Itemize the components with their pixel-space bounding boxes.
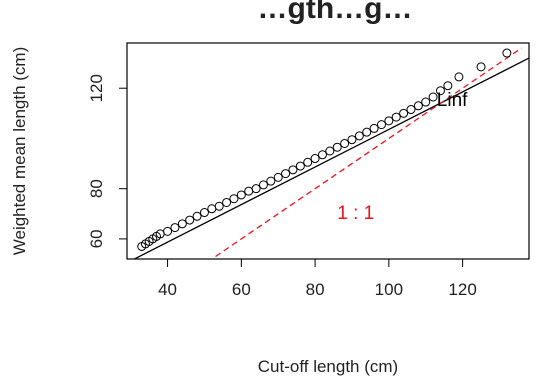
data-point xyxy=(199,208,209,218)
data-point xyxy=(384,116,394,126)
data-point xyxy=(273,172,283,182)
data-point xyxy=(185,215,195,225)
data-point xyxy=(399,108,409,118)
data-point xyxy=(295,161,305,171)
data-point xyxy=(340,138,350,148)
x-tick-label: 120 xyxy=(448,280,476,299)
data-point xyxy=(288,165,298,175)
data-point xyxy=(476,62,486,72)
y-axis-title: Weighted mean length (cm) xyxy=(10,47,29,256)
data-point xyxy=(258,180,268,190)
data-point xyxy=(435,86,445,96)
linf-line xyxy=(132,57,529,259)
x-tick-label: 80 xyxy=(306,280,325,299)
reference-lines xyxy=(132,47,529,259)
data-point xyxy=(303,157,313,167)
data-point xyxy=(177,219,187,229)
data-points xyxy=(137,48,512,251)
data-point xyxy=(406,105,416,115)
plot-frame xyxy=(126,42,530,260)
one-to-one-label: 1 : 1 xyxy=(337,203,374,224)
x-axis: 40 60 80 100 120 xyxy=(158,259,477,299)
data-point xyxy=(170,223,180,233)
data-point xyxy=(413,101,423,111)
data-point xyxy=(229,194,239,204)
data-point xyxy=(443,81,453,91)
data-point xyxy=(214,201,224,211)
linf-label: Linf xyxy=(437,90,468,111)
data-point xyxy=(369,123,379,133)
data-point xyxy=(354,131,364,141)
x-tick-label: 60 xyxy=(232,280,251,299)
data-point xyxy=(428,92,438,102)
data-point xyxy=(325,146,335,156)
x-axis-title: Cut-off length (cm) xyxy=(258,357,398,376)
plot-title: …gth…g… xyxy=(258,0,413,25)
y-tick-label: 60 xyxy=(87,229,106,248)
data-point xyxy=(502,48,512,58)
y-axis: 60 80 120 xyxy=(87,74,127,248)
data-point xyxy=(244,186,254,196)
annotations: Linf 1 : 1 xyxy=(337,90,468,224)
data-point xyxy=(236,190,246,200)
data-point xyxy=(454,72,464,82)
data-point xyxy=(347,135,357,145)
data-point xyxy=(376,120,386,130)
data-point xyxy=(222,197,232,207)
data-point xyxy=(362,127,372,137)
data-point xyxy=(192,211,202,221)
data-point xyxy=(317,150,327,160)
data-point xyxy=(332,142,342,152)
data-point xyxy=(251,184,261,194)
data-point xyxy=(421,97,431,107)
one-to-one-line xyxy=(215,47,522,258)
data-point xyxy=(207,204,217,214)
data-point xyxy=(163,226,173,236)
x-tick-label: 40 xyxy=(158,280,177,299)
data-point xyxy=(391,112,401,122)
data-point xyxy=(266,176,276,186)
data-point xyxy=(310,154,320,164)
data-point xyxy=(281,169,291,179)
y-tick-label: 120 xyxy=(87,74,106,102)
y-tick-label: 80 xyxy=(87,179,106,198)
x-tick-label: 100 xyxy=(375,280,403,299)
